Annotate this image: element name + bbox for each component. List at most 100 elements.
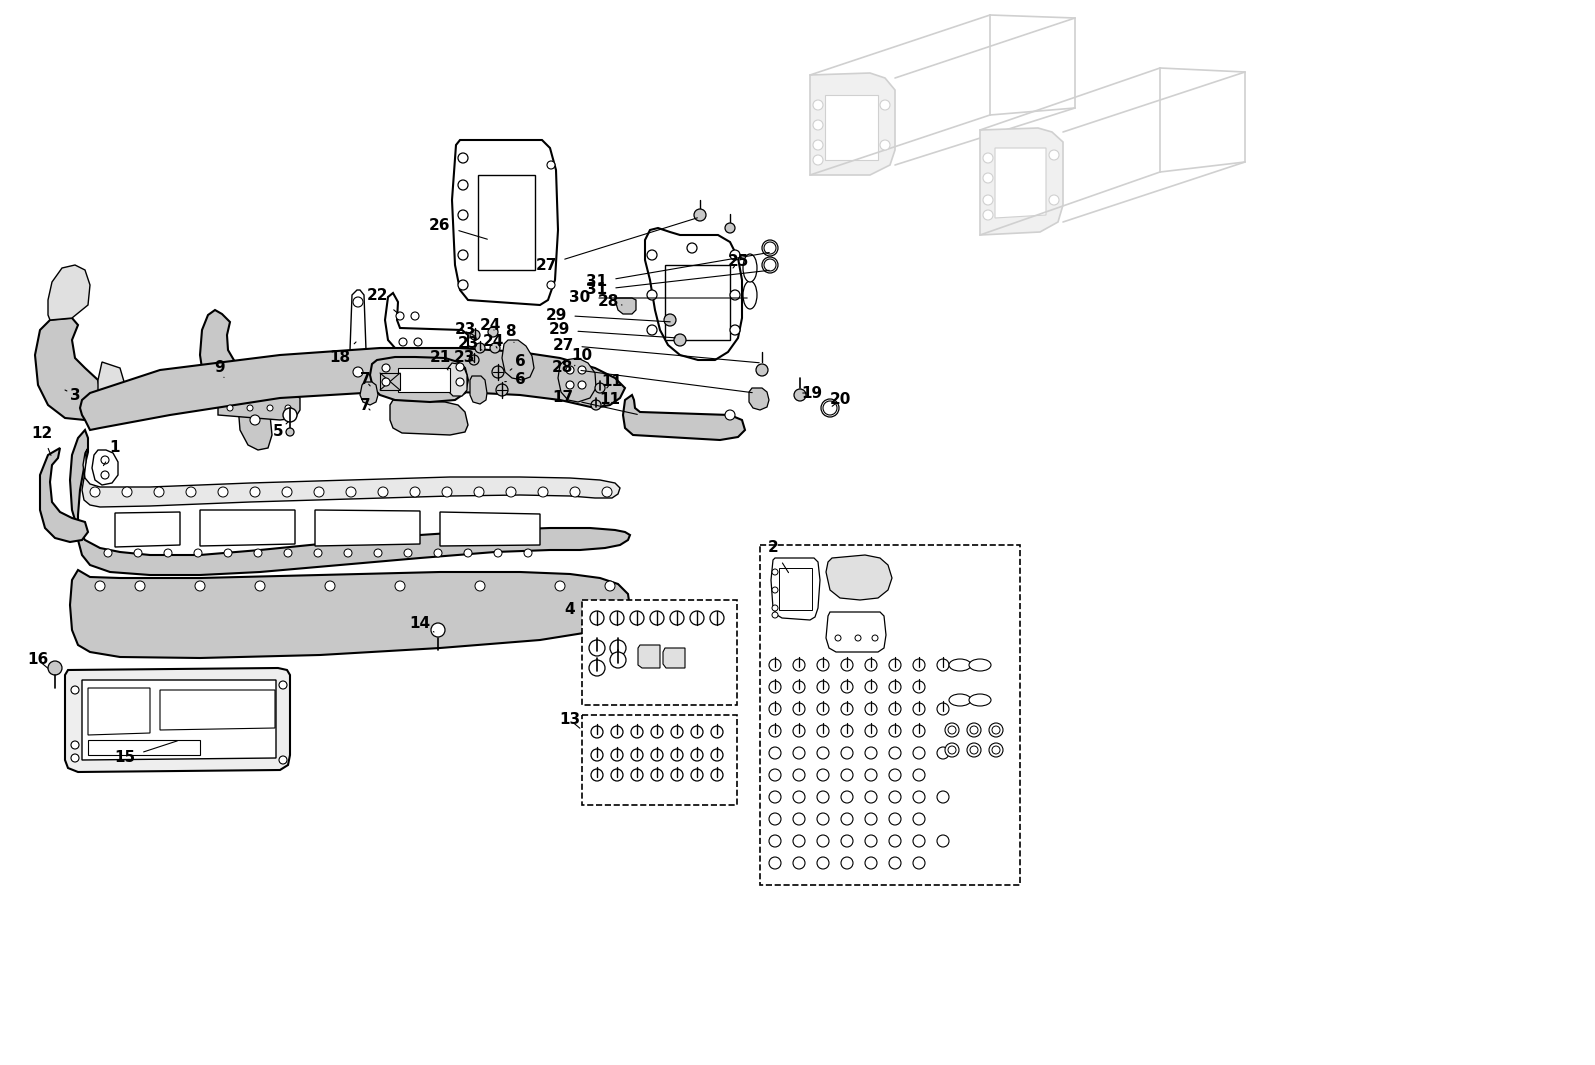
- Circle shape: [286, 428, 293, 436]
- Circle shape: [817, 659, 829, 671]
- Ellipse shape: [970, 694, 990, 706]
- Circle shape: [793, 659, 805, 671]
- Circle shape: [632, 749, 643, 761]
- Circle shape: [983, 173, 994, 183]
- Circle shape: [817, 835, 829, 847]
- Circle shape: [96, 581, 105, 591]
- Circle shape: [595, 383, 605, 393]
- Circle shape: [282, 487, 292, 497]
- Circle shape: [630, 611, 644, 625]
- Circle shape: [711, 726, 723, 738]
- Polygon shape: [616, 298, 636, 314]
- Circle shape: [279, 681, 287, 689]
- Circle shape: [912, 813, 925, 825]
- Circle shape: [590, 611, 605, 625]
- Circle shape: [864, 769, 877, 781]
- Circle shape: [691, 749, 703, 761]
- Circle shape: [410, 487, 419, 497]
- Circle shape: [651, 611, 664, 625]
- Circle shape: [538, 487, 549, 497]
- Ellipse shape: [944, 723, 959, 737]
- Circle shape: [671, 726, 683, 738]
- Text: 28: 28: [552, 360, 753, 393]
- Text: 9: 9: [215, 360, 225, 377]
- Circle shape: [352, 297, 364, 307]
- Circle shape: [286, 405, 290, 411]
- Polygon shape: [219, 393, 300, 420]
- Circle shape: [671, 749, 683, 761]
- Circle shape: [458, 153, 467, 163]
- Circle shape: [711, 749, 723, 761]
- Circle shape: [164, 548, 172, 557]
- Text: 11: 11: [600, 393, 620, 408]
- Circle shape: [817, 703, 829, 715]
- Circle shape: [872, 635, 877, 641]
- Circle shape: [611, 769, 624, 781]
- Circle shape: [471, 330, 480, 340]
- Circle shape: [648, 250, 657, 260]
- Circle shape: [314, 548, 322, 557]
- Circle shape: [769, 703, 782, 715]
- Polygon shape: [238, 390, 273, 450]
- Circle shape: [72, 686, 80, 694]
- Polygon shape: [199, 310, 278, 400]
- Circle shape: [912, 725, 925, 737]
- Circle shape: [731, 290, 740, 300]
- Circle shape: [589, 660, 605, 676]
- Text: 2: 2: [767, 541, 788, 573]
- Circle shape: [841, 769, 853, 781]
- Circle shape: [726, 223, 735, 233]
- Circle shape: [121, 487, 132, 497]
- Circle shape: [250, 487, 260, 497]
- Circle shape: [888, 835, 901, 847]
- Circle shape: [841, 791, 853, 803]
- Text: 28: 28: [597, 295, 622, 310]
- Circle shape: [195, 548, 203, 557]
- Circle shape: [864, 747, 877, 759]
- Circle shape: [912, 681, 925, 693]
- Circle shape: [219, 487, 228, 497]
- Circle shape: [888, 747, 901, 759]
- Polygon shape: [502, 340, 534, 380]
- Polygon shape: [440, 512, 541, 546]
- Circle shape: [888, 791, 901, 803]
- Circle shape: [475, 343, 485, 353]
- Circle shape: [841, 813, 853, 825]
- Circle shape: [223, 548, 231, 557]
- Polygon shape: [810, 73, 895, 175]
- Circle shape: [72, 754, 80, 761]
- Circle shape: [813, 120, 823, 130]
- Circle shape: [912, 835, 925, 847]
- Polygon shape: [40, 448, 88, 542]
- Circle shape: [381, 364, 391, 372]
- Circle shape: [912, 791, 925, 803]
- Polygon shape: [370, 357, 467, 402]
- Circle shape: [936, 747, 949, 759]
- Polygon shape: [826, 555, 892, 600]
- Circle shape: [632, 769, 643, 781]
- Polygon shape: [750, 388, 769, 410]
- Circle shape: [671, 769, 683, 781]
- Circle shape: [823, 402, 837, 415]
- Polygon shape: [778, 568, 812, 610]
- Circle shape: [793, 725, 805, 737]
- Polygon shape: [451, 140, 558, 305]
- Circle shape: [970, 746, 978, 754]
- Polygon shape: [384, 293, 467, 353]
- Circle shape: [769, 681, 782, 693]
- FancyBboxPatch shape: [582, 600, 737, 705]
- Circle shape: [888, 659, 901, 671]
- Circle shape: [855, 635, 861, 641]
- Circle shape: [1050, 150, 1059, 160]
- Circle shape: [48, 661, 62, 675]
- Ellipse shape: [762, 257, 778, 273]
- Ellipse shape: [949, 694, 971, 706]
- Circle shape: [756, 364, 769, 376]
- Circle shape: [378, 487, 388, 497]
- Circle shape: [346, 487, 356, 497]
- Circle shape: [769, 857, 782, 869]
- Polygon shape: [995, 148, 1046, 218]
- Circle shape: [632, 726, 643, 738]
- Circle shape: [412, 312, 419, 319]
- Circle shape: [983, 153, 994, 163]
